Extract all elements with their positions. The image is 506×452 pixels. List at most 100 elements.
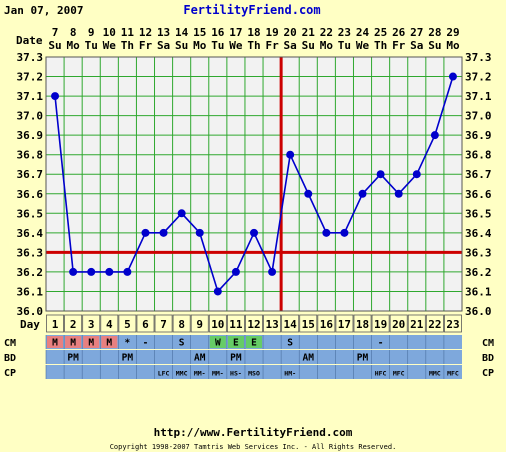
day-number: 7 [160,318,167,331]
y-tick-label-left: 36.5 [17,207,44,220]
cm-cell-text: - [378,338,384,349]
temperature-point [412,170,421,179]
y-tick-label-right: 36.4 [465,227,492,240]
day-number: 21 [410,318,424,331]
y-tick-label-left: 37.3 [17,51,44,64]
cm-cell-text: M [70,338,76,349]
day-number: 2 [70,318,77,331]
weekday-label: Th [121,39,134,52]
weekday-label: Mo [193,39,207,52]
weekday-label: Fr [392,39,406,52]
bd-cell-text: PM [122,353,134,364]
day-number: 14 [284,318,298,331]
day-number: 20 [392,318,405,331]
weekday-label: Fr [265,39,279,52]
weekday-label: Tu [85,39,98,52]
y-tick-label-right: 36.3 [465,246,492,259]
cp-cell-text: HFC [375,370,387,378]
weekday-label: Mo [446,39,460,52]
y-tick-label-right: 37.3 [465,51,492,64]
weekday-label: Mo [67,39,81,52]
weekday-label: We [356,39,370,52]
date-label: 14 [175,26,189,39]
y-tick-label-right: 36.9 [465,129,492,142]
day-cell [281,314,300,333]
cp-cell-text: MM- [194,370,206,378]
chart-date: Jan 07, 2007 [4,4,83,17]
date-label: 24 [356,26,370,39]
day-cell [407,314,426,333]
day-cell [154,314,173,333]
date-label: 17 [229,26,242,39]
bd-cell-text: PM [67,353,79,364]
date-label: 8 [70,26,77,39]
weekday-label: We [229,39,243,52]
day-number: 16 [320,318,334,331]
day-cell [118,314,137,333]
date-label: 7 [52,26,59,39]
date-label: 10 [103,26,116,39]
date-label: 20 [284,26,297,39]
info-rows [45,314,462,379]
cp-cell-text: HM- [284,370,296,378]
day-cell [299,314,318,333]
cm-cell-fill [65,336,82,348]
weekday-label: Su [48,39,61,52]
temperature-point [286,150,295,159]
bd-cell-text: AM [194,353,206,364]
temperature-point [87,267,96,276]
cp-cell-text: MFC [393,370,405,378]
day-cell [425,314,444,333]
temperature-point [51,92,60,101]
temperature-point [250,228,258,237]
day-cell [263,314,282,333]
cm-cell-fill [209,336,226,348]
date-label: 15 [193,26,206,39]
cm-cell-text: E [233,338,239,349]
cp-cell-text: LFC [158,370,170,378]
day-number: 18 [356,318,369,331]
day-number: 9 [196,318,203,331]
cp-cell-text: MM- [212,370,224,378]
y-tick-label-left: 36.9 [17,129,44,142]
date-label: 19 [265,26,278,39]
date-label: 21 [302,26,316,39]
day-number: 3 [88,318,95,331]
y-tick-label-left: 36.3 [17,246,44,259]
temperature-point [376,170,385,179]
date-label: 26 [392,26,406,39]
y-tick-label-right: 37.0 [465,110,492,123]
y-tick-label-right: 36.6 [465,188,492,201]
day-number: 1 [52,318,59,331]
day-number: 15 [302,318,315,331]
date-label: 9 [88,26,95,39]
weekday-label: Sa [410,39,423,52]
weekday-label: Su [428,39,441,52]
temperature-point [304,189,313,198]
chart-marks [45,56,463,312]
cm-cell-text: M [88,338,94,349]
cm-row-label-right: CM [482,338,494,349]
cm-row-label: CM [4,338,16,349]
day-cell [136,314,155,333]
day-cell [317,314,336,333]
day-number: 4 [106,318,113,331]
y-tick-label-left: 36.7 [17,168,44,181]
y-tick-label-left: 37.2 [17,71,44,84]
y-tick-label-left: 36.4 [17,227,44,240]
temperature-point [231,267,240,276]
temperature-point [141,228,150,237]
y-tick-label-right: 36.8 [465,149,492,162]
date-label: 12 [139,26,152,39]
bd-cell-text: PM [230,353,242,364]
cm-cell-fill [245,336,263,348]
temperature-point [123,267,132,276]
cm-cell-fill [101,336,118,348]
date-label: 18 [247,26,260,39]
day-cell [371,314,390,333]
day-cell [353,314,372,333]
day-number: 10 [211,318,224,331]
y-tick-label-right: 37.2 [465,71,492,84]
y-tick-label-right: 37.1 [465,90,492,103]
